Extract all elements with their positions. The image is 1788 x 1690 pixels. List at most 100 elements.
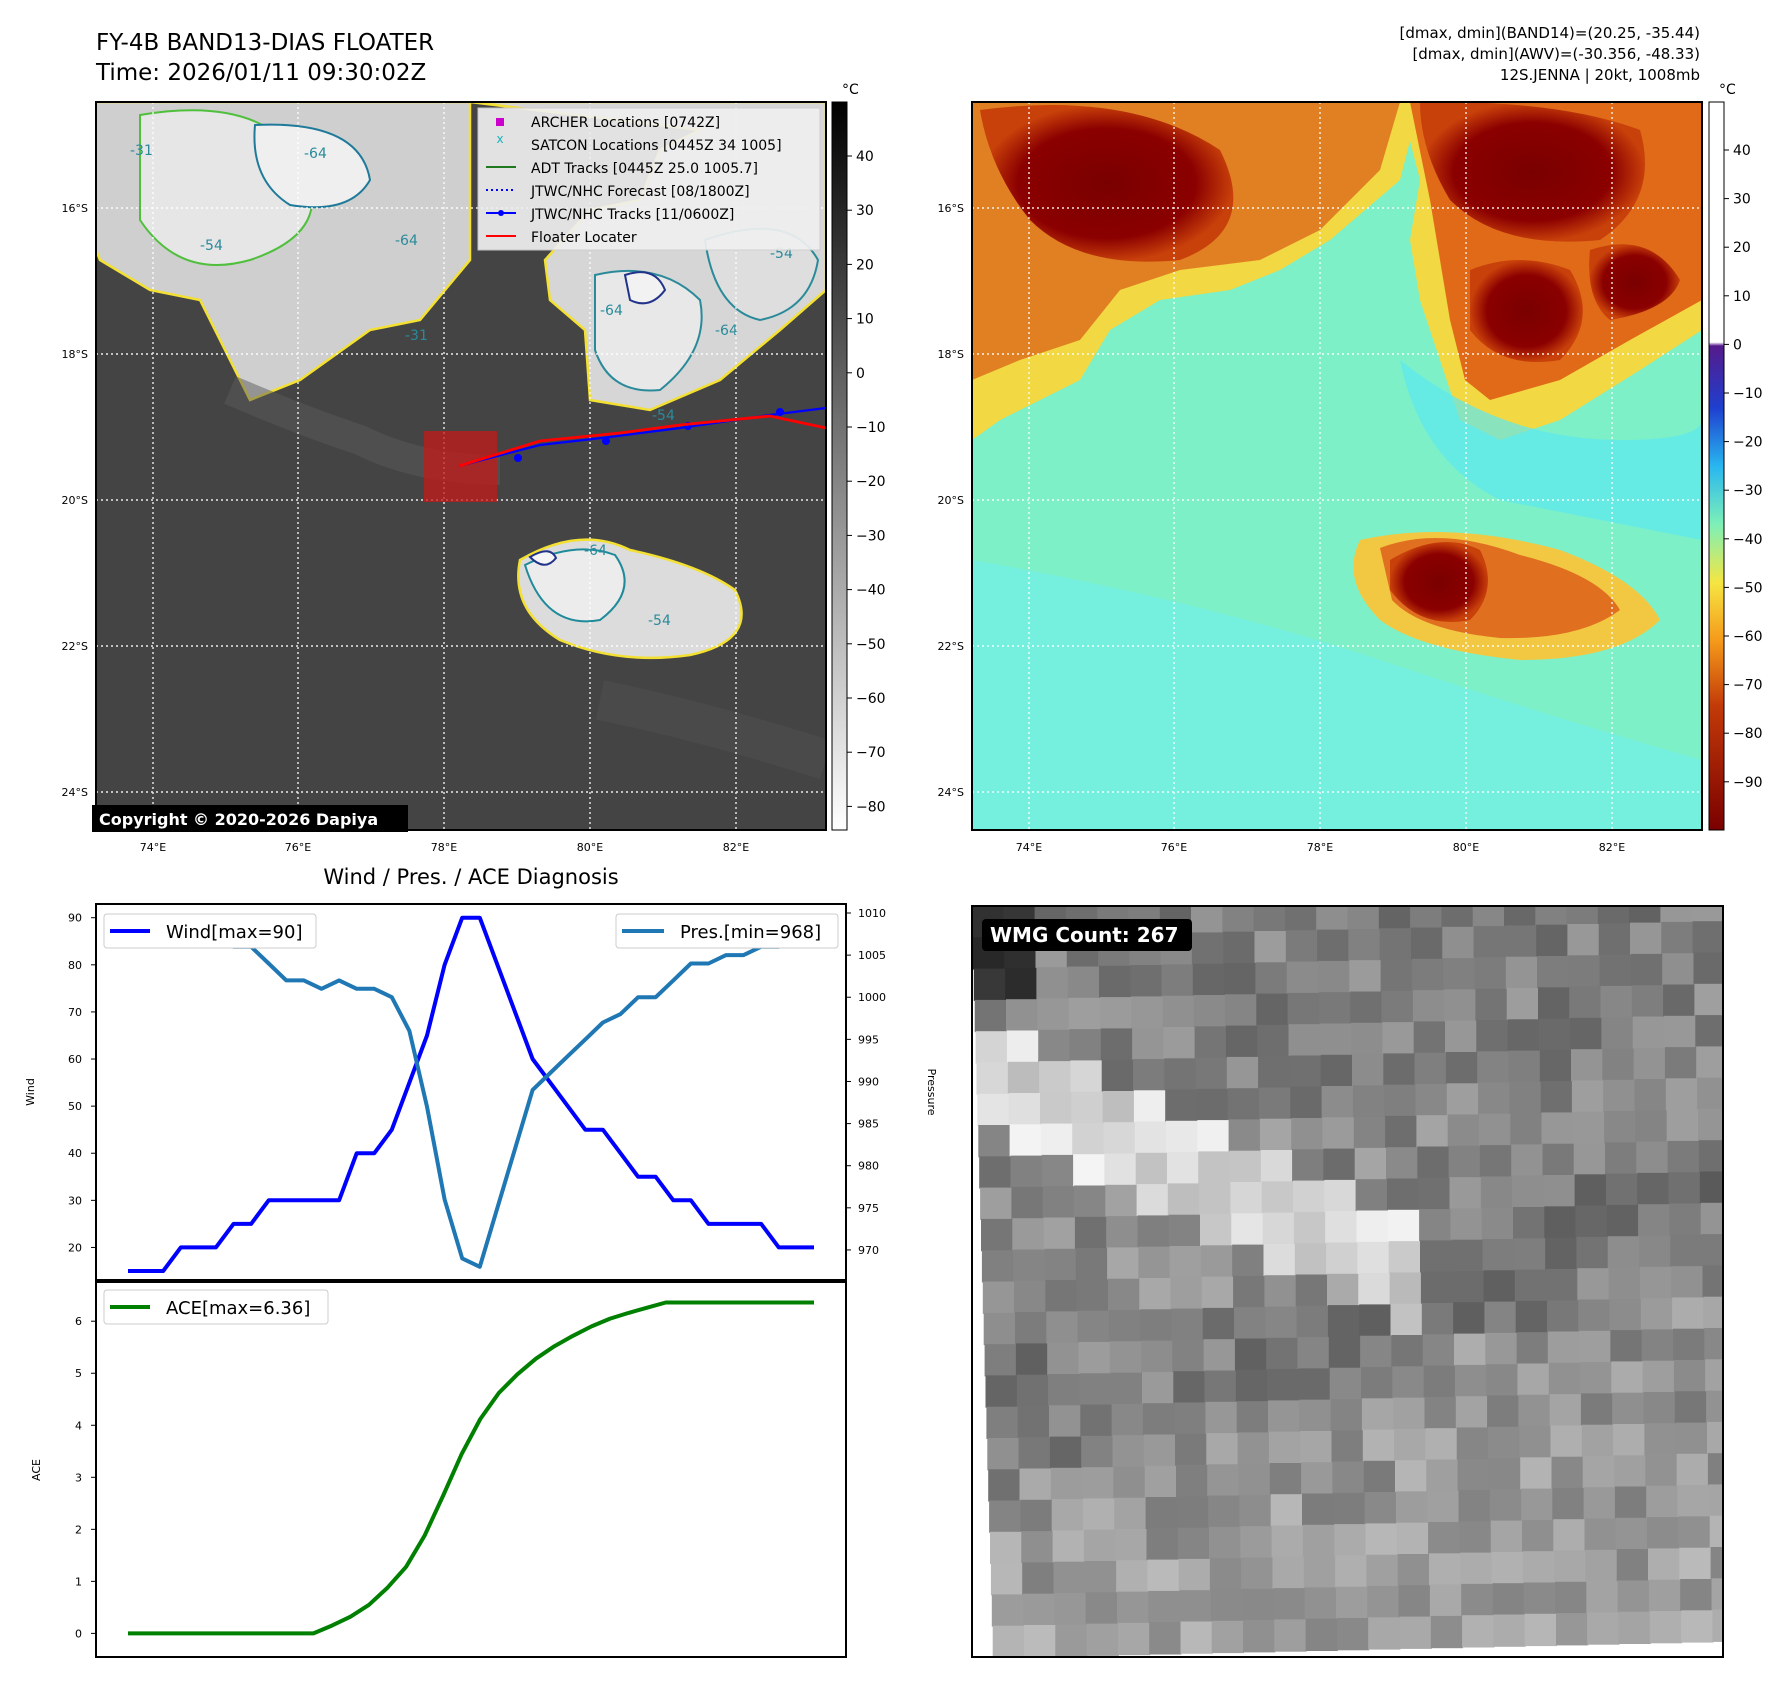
wmg-cell (1348, 928, 1381, 962)
wmg-cell (1068, 997, 1101, 1031)
wmg-cell (1133, 1059, 1166, 1092)
wmg-cell (1510, 1113, 1543, 1146)
wmg-cell (1578, 1299, 1611, 1332)
wmg-cell (1224, 963, 1257, 996)
wmg-cell (1445, 1052, 1479, 1085)
colorbar-tick-label: 30 (1733, 192, 1751, 208)
wmg-cell (1513, 1207, 1546, 1240)
wmg-cell (1573, 1143, 1606, 1176)
wmg-cell (1509, 1081, 1542, 1115)
wmg-cell (1011, 1186, 1044, 1220)
wmg-cell (1519, 1426, 1552, 1459)
wmg-cell (1586, 1581, 1619, 1614)
colorbar-tick-label: −30 (856, 528, 886, 544)
wmg-cell (1703, 1296, 1723, 1329)
wmg-cell (1285, 930, 1319, 963)
wmg-cell (1538, 1018, 1572, 1051)
wmg-cell (1605, 1173, 1639, 1206)
wmg-cell (1395, 1460, 1428, 1493)
wmg-cell (1226, 1056, 1260, 1090)
wmg-cell (1133, 1090, 1167, 1123)
wmg-cell (1361, 1398, 1395, 1431)
wmg-cell (1381, 990, 1414, 1024)
wmg-cell (1194, 1026, 1227, 1059)
wmg-cell (1049, 1405, 1082, 1438)
wmg-cell (1451, 1239, 1484, 1272)
wmg-cell (1196, 1088, 1229, 1122)
wmg-cell (1234, 1307, 1267, 1340)
svg-text:76°E: 76°E (285, 841, 311, 854)
y-tick-label: 0 (75, 1627, 82, 1640)
svg-text:82°E: 82°E (1599, 841, 1625, 854)
wmg-cell (1301, 1462, 1334, 1495)
svg-text:76°E: 76°E (1161, 841, 1187, 854)
wmg-cell (1142, 1371, 1175, 1405)
wmg-cell (1201, 1276, 1235, 1309)
wmg-cell (1260, 1150, 1294, 1183)
svg-text:-64: -64 (395, 233, 418, 249)
wmg-cell (1116, 1560, 1149, 1593)
wmg-cell (1708, 1484, 1723, 1517)
wmg-cell (1390, 1303, 1423, 1336)
colorbar-tick-label: 10 (1733, 289, 1751, 305)
wmg-cell (1230, 1182, 1263, 1215)
wmg-cell (1233, 1275, 1266, 1309)
wmg-cell (1421, 1303, 1455, 1336)
ir-gridlines (96, 102, 826, 830)
wmg-cell (1617, 1580, 1650, 1613)
wmg-cell (1054, 1593, 1087, 1626)
wmg-cell (1380, 959, 1413, 992)
wmg-cell (1630, 953, 1664, 987)
svg-text:-31: -31 (405, 328, 428, 344)
wmg-cell (1392, 1366, 1425, 1399)
wmg-cell (1261, 1181, 1294, 1214)
wmg-cell (1524, 1613, 1557, 1647)
wmg-cell (1223, 931, 1256, 964)
wmg-cell (1330, 1399, 1363, 1432)
wmg-cell (1174, 1402, 1207, 1435)
wmg-cell (1414, 1052, 1447, 1085)
wmg-cell (1698, 1140, 1723, 1173)
wmg-cell (1108, 1310, 1142, 1343)
wmg-cell (1197, 1120, 1230, 1153)
wmg-cell (1507, 1019, 1540, 1052)
wmg-cell (1349, 960, 1382, 993)
wmg-cell (1706, 1390, 1723, 1423)
wmg-cell (1462, 1615, 1495, 1648)
title-line2: Time: 2026/01/11 09:30:02Z (95, 60, 426, 86)
wmg-cell (1396, 1522, 1430, 1555)
wmg-cell (1642, 1360, 1675, 1393)
wmg-cell (1336, 1618, 1370, 1651)
wmg-cell (1666, 1109, 1699, 1142)
colorbar-tick-label: −70 (1733, 678, 1763, 694)
wmg-cell (1271, 1525, 1304, 1558)
wmg-cell (1645, 1454, 1678, 1487)
wmg-cell (1079, 1373, 1112, 1406)
wmg-cell (1235, 1369, 1269, 1403)
wmg-cell (1071, 1091, 1104, 1124)
wmg-cell (1367, 1586, 1400, 1619)
wmg-cell (1420, 1240, 1453, 1273)
wmg-cell (1050, 1467, 1084, 1501)
wmg-cell (1231, 1213, 1264, 1246)
wmg-cell (1420, 1271, 1454, 1304)
wmg-cell (1335, 1555, 1368, 1588)
wmg-cell (1323, 1148, 1356, 1181)
wmg-cell (1009, 1124, 1042, 1157)
wmg-cell (1354, 1147, 1387, 1181)
wmg-cell (1608, 1267, 1641, 1300)
wmg-cell (1298, 1368, 1331, 1401)
wmg-cell (1274, 1619, 1307, 1652)
wmg-cell (1336, 1586, 1369, 1619)
y-tick-label: 1 (75, 1575, 82, 1588)
wmg-cell (1660, 906, 1693, 923)
wmg-cell (1676, 1453, 1709, 1487)
wmg-cell (1493, 1614, 1526, 1647)
wmg-cell (1069, 1029, 1102, 1062)
svg-text:-54: -54 (652, 408, 675, 424)
wmg-cell (1681, 1610, 1714, 1643)
colorbar-tick-label: −20 (1733, 435, 1763, 451)
wmg-cell (1701, 1234, 1723, 1267)
wmg-cell (1177, 1527, 1211, 1560)
wind-legend: Wind[max=90] (103, 913, 317, 949)
